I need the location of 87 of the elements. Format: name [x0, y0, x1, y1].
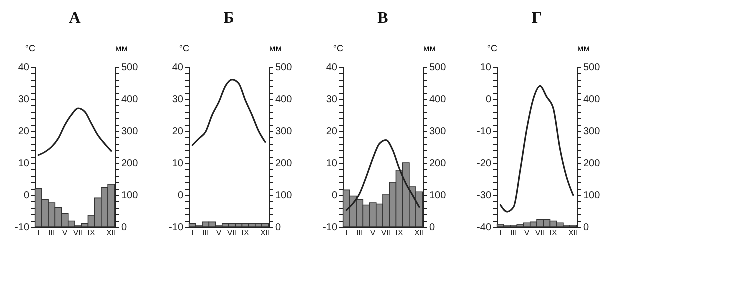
y-tick-label: 0	[332, 190, 338, 202]
y2-tick-label: 0	[430, 222, 436, 234]
y2-tick-label: 400	[584, 94, 601, 106]
x-tick-label: VII	[381, 228, 392, 238]
x-tick-label: V	[524, 228, 530, 238]
y-axis-title: °C	[179, 44, 190, 54]
y2-tick-label: 500	[430, 62, 447, 74]
y2-axis-title: мм	[424, 44, 436, 54]
x-tick-label: V	[370, 228, 376, 238]
x-tick-label: I	[346, 228, 348, 238]
x-tick-label: XII	[106, 228, 116, 238]
y-tick-label: -10	[15, 222, 30, 234]
chart-title: А	[69, 10, 82, 27]
x-tick-label: III	[48, 228, 56, 238]
y2-tick-label: 400	[430, 94, 447, 106]
x-tick-label: XII	[568, 228, 578, 238]
y-tick-label: 0	[24, 190, 30, 202]
x-tick-label: IX	[550, 228, 558, 238]
x-tick-label: XII	[414, 228, 424, 238]
y-axis-title: °C	[487, 44, 498, 54]
y2-tick-label: 200	[122, 158, 139, 170]
y2-tick-label: 100	[584, 190, 601, 202]
x-tick-label: IX	[88, 228, 96, 238]
y2-tick-label: 0	[276, 222, 282, 234]
y2-tick-label: 200	[430, 158, 447, 170]
x-tick-label: I	[192, 228, 194, 238]
x-tick-label: IX	[242, 228, 250, 238]
y2-tick-label: 100	[122, 190, 139, 202]
y2-tick-label: 100	[430, 190, 447, 202]
y-tick-label: 0	[178, 190, 184, 202]
y-tick-label: 30	[18, 94, 30, 106]
y-axis-title: °C	[25, 44, 36, 54]
y2-tick-label: 300	[276, 126, 293, 138]
x-tick-label: VII	[535, 228, 546, 238]
y2-tick-label: 200	[276, 158, 293, 170]
line-series	[346, 139, 420, 212]
y2-tick-label: 500	[122, 62, 139, 74]
x-tick-label: I	[500, 228, 502, 238]
chart-title: В	[378, 10, 389, 27]
y2-tick-label: 0	[122, 222, 128, 234]
x-tick-label: I	[38, 228, 40, 238]
y2-tick-label: 500	[584, 62, 601, 74]
x-tick-label: VII	[73, 228, 84, 238]
y-tick-label: 10	[326, 158, 338, 170]
y-tick-label: 0	[486, 94, 492, 106]
y2-tick-label: 300	[430, 126, 447, 138]
y-tick-label: 40	[172, 62, 184, 74]
y-tick-label: 30	[326, 94, 338, 106]
y2-axis-title: мм	[270, 44, 282, 54]
y2-axis-title: мм	[578, 44, 590, 54]
x-tick-label: III	[356, 228, 364, 238]
y-tick-label: 10	[18, 158, 30, 170]
y-tick-label: -40	[477, 222, 492, 234]
y-tick-label: -10	[323, 222, 338, 234]
line-series	[38, 108, 112, 156]
x-tick-label: V	[216, 228, 222, 238]
x-tick-label: VII	[227, 228, 238, 238]
y-tick-label: -20	[477, 158, 492, 170]
y2-tick-label: 400	[122, 94, 139, 106]
y-tick-label: 20	[326, 126, 338, 138]
y2-tick-label: 300	[584, 126, 601, 138]
y-tick-label: 40	[326, 62, 338, 74]
y-tick-label: -10	[169, 222, 184, 234]
y-axis-title: °C	[333, 44, 344, 54]
y-tick-label: 10	[172, 158, 184, 170]
y2-tick-label: 0	[584, 222, 590, 234]
y2-axis-title: мм	[116, 44, 128, 54]
y2-tick-label: 400	[276, 94, 293, 106]
x-tick-label: V	[62, 228, 68, 238]
x-tick-label: IX	[396, 228, 404, 238]
y-tick-label: 20	[18, 126, 30, 138]
y2-tick-label: 500	[276, 62, 293, 74]
y-tick-label: -30	[477, 190, 492, 202]
y-tick-label: 30	[172, 94, 184, 106]
y-tick-label: 10	[480, 62, 492, 74]
chart-title: Г	[532, 10, 542, 27]
y2-tick-label: 200	[584, 158, 601, 170]
y-tick-label: 40	[18, 62, 30, 74]
x-tick-label: III	[510, 228, 518, 238]
y-tick-label: -10	[477, 126, 492, 138]
y2-tick-label: 100	[276, 190, 293, 202]
x-tick-label: III	[202, 228, 210, 238]
chart-title: Б	[224, 10, 234, 27]
y2-tick-label: 300	[122, 126, 139, 138]
x-tick-label: XII	[260, 228, 270, 238]
y-tick-label: 20	[172, 126, 184, 138]
line-series	[500, 85, 574, 213]
